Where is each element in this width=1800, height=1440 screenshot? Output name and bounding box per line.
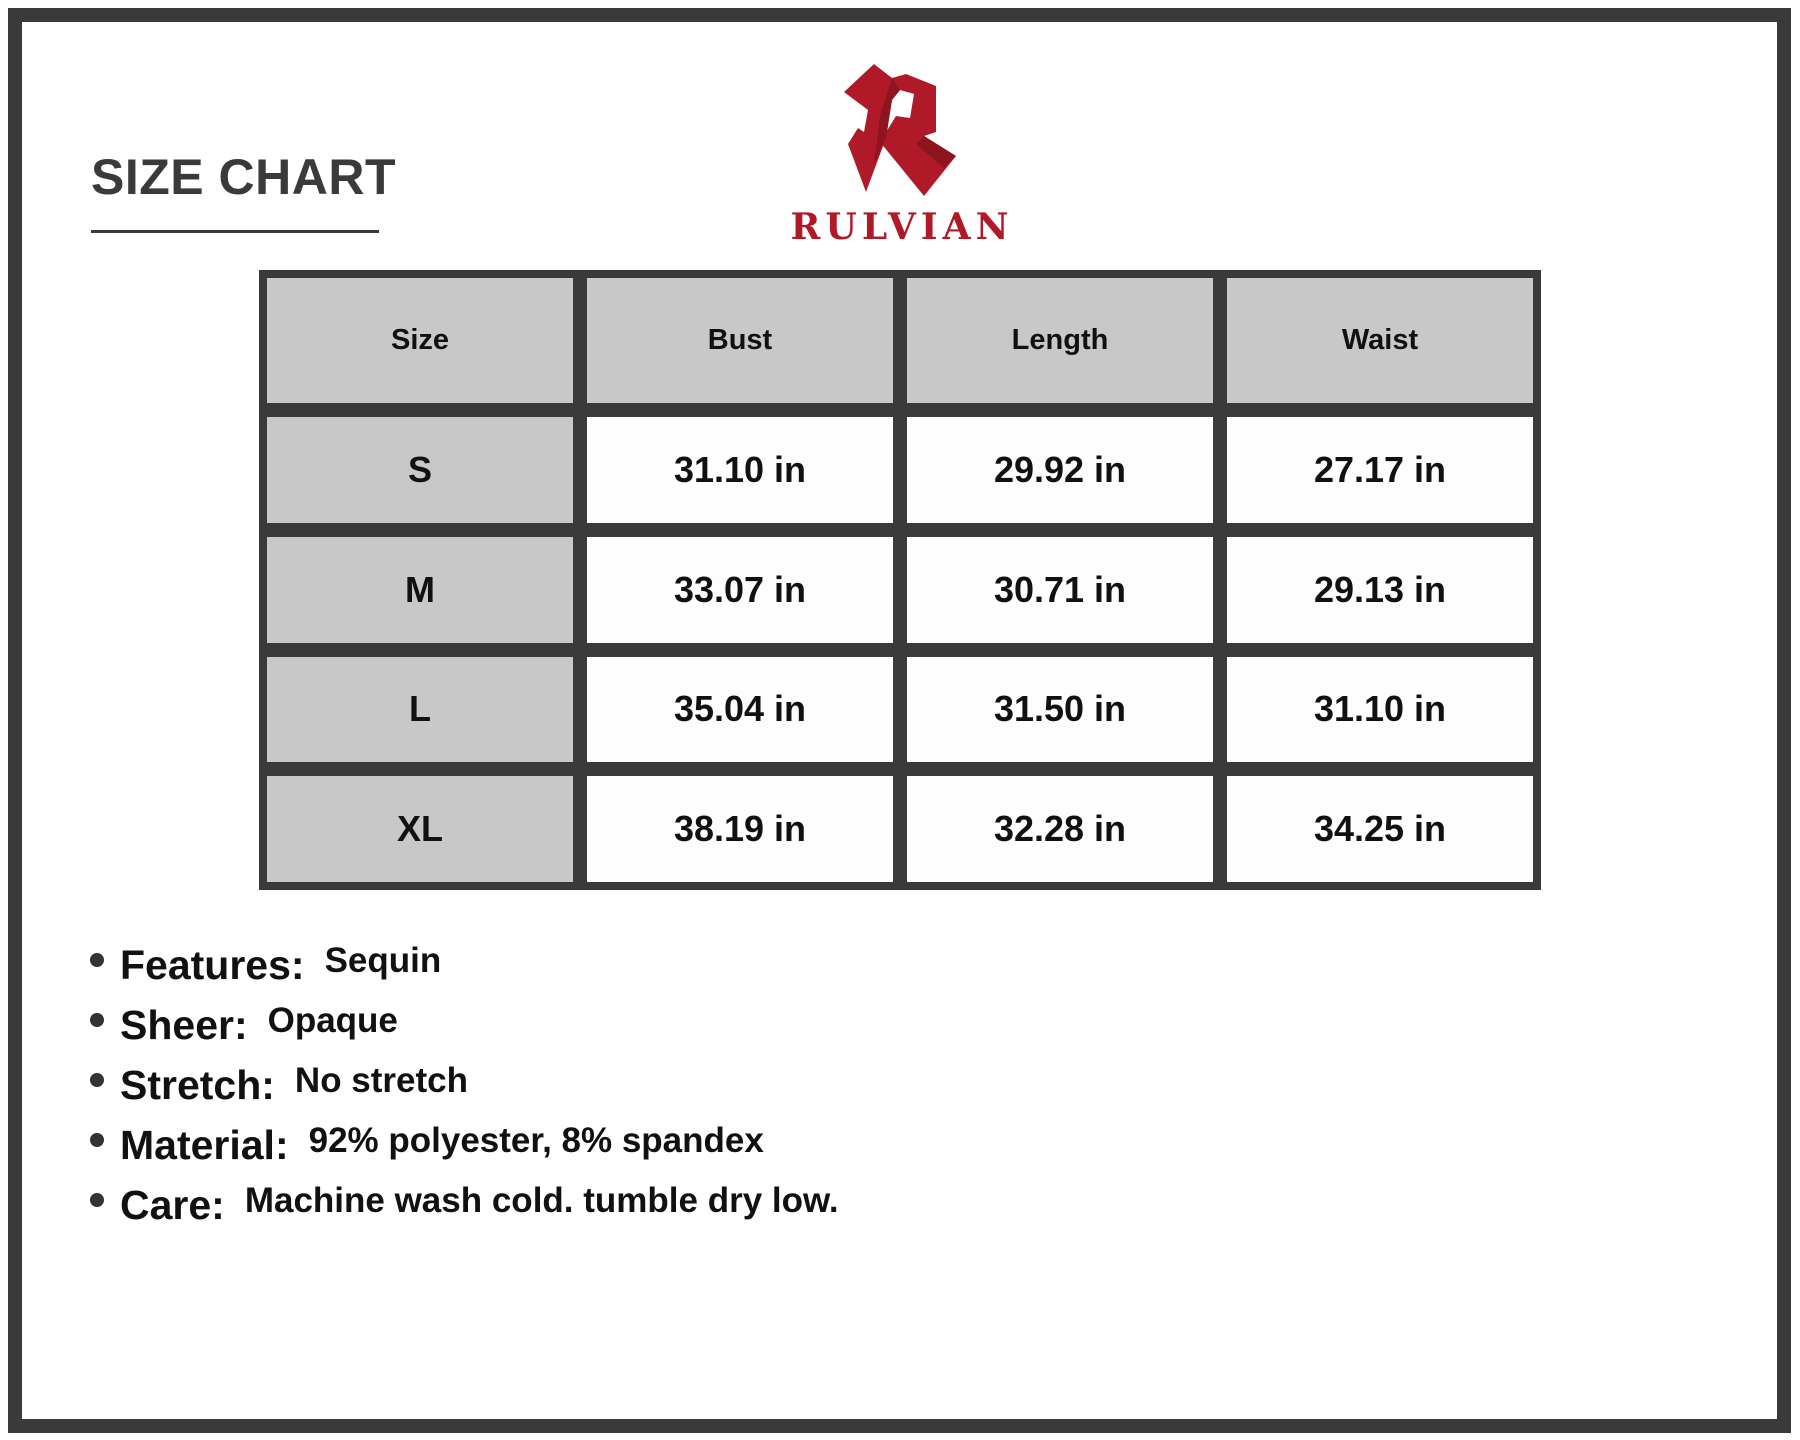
length-cell: 31.50 in [907,656,1213,763]
spec-sheer: Sheer: Opaque [90,995,839,1055]
length-cell: 29.92 in [907,417,1213,523]
spec-value: Sequin [324,941,442,980]
bullet-icon [90,1013,104,1027]
size-table: Size Bust Length Waist S 31.10 in 29.92 … [259,270,1541,890]
spec-value: Machine wash cold. tumble dry low. [244,1181,839,1220]
header-length: Length [907,278,1213,403]
spec-label: Material: [120,1121,289,1168]
bust-cell: 33.07 in [587,536,893,643]
size-cell: XL [267,776,573,882]
spec-label: Sheer: [120,1001,248,1048]
spec-label: Care: [120,1181,225,1228]
length-cell: 32.28 in [907,776,1213,882]
spec-value: 92% polyester, 8% spandex [308,1121,764,1160]
waist-cell: 29.13 in [1227,536,1533,643]
spec-material: Material: 92% polyester, 8% spandex [90,1115,839,1175]
spec-label: Stretch: [120,1061,275,1108]
bullet-icon [90,953,104,967]
spec-care: Care: Machine wash cold. tumble dry low. [90,1175,839,1235]
size-cell: S [267,417,573,523]
page-title: SIZE CHART [91,149,396,205]
spec-value: No stretch [294,1061,469,1100]
bullet-icon [90,1073,104,1087]
r-logo-icon [844,64,956,196]
bullet-icon [90,1133,104,1147]
size-cell: M [267,536,573,643]
header-bust: Bust [587,278,893,403]
brand-name: RULVIAN [790,206,1014,248]
header-size: Size [267,278,573,403]
header-waist: Waist [1227,278,1533,403]
waist-cell: 31.10 in [1227,656,1533,763]
title-underline [91,230,379,233]
bust-cell: 35.04 in [587,656,893,763]
spec-list: Features: Sequin Sheer: Opaque Stretch: … [90,935,839,1235]
spec-stretch: Stretch: No stretch [90,1055,839,1115]
bust-cell: 31.10 in [587,417,893,523]
spec-value: Opaque [267,1001,398,1040]
spec-features: Features: Sequin [90,935,839,995]
spec-label: Features: [120,941,305,988]
bust-cell: 38.19 in [587,776,893,882]
waist-cell: 27.17 in [1227,417,1533,523]
brand-logo: RULVIAN [784,64,1020,248]
length-cell: 30.71 in [907,536,1213,643]
bullet-icon [90,1193,104,1207]
waist-cell: 34.25 in [1227,776,1533,882]
size-cell: L [267,656,573,763]
